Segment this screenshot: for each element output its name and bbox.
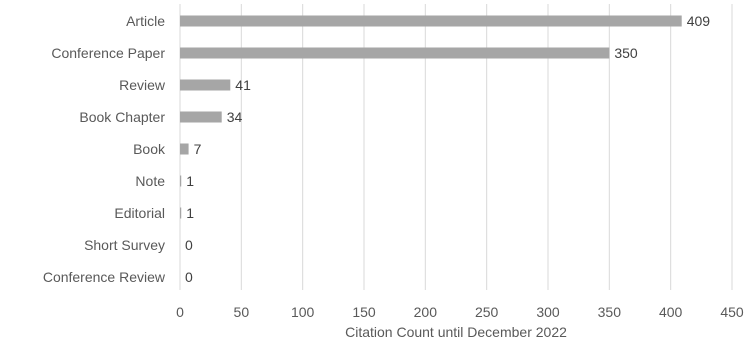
category-label: Note <box>135 173 165 189</box>
category-label: Article <box>126 13 165 29</box>
bar <box>180 143 189 155</box>
x-tick-label: 100 <box>291 304 315 320</box>
gridlines <box>179 4 733 290</box>
category-label: Book Chapter <box>79 109 165 125</box>
x-tick-label: 50 <box>234 304 250 320</box>
bar <box>180 111 222 123</box>
x-axis-title: Citation Count until December 2022 <box>345 324 567 340</box>
category-label: Conference Paper <box>51 45 165 61</box>
category-label: Review <box>119 77 166 93</box>
x-tick-label: 400 <box>659 304 683 320</box>
x-tick-label: 350 <box>598 304 622 320</box>
bars <box>180 15 682 219</box>
data-label: 41 <box>235 77 251 93</box>
x-tick-label: 450 <box>720 304 744 320</box>
x-tick-label: 150 <box>352 304 376 320</box>
x-tick-label: 200 <box>414 304 438 320</box>
data-label: 1 <box>186 173 194 189</box>
bar <box>180 15 682 27</box>
data-label: 409 <box>687 13 711 29</box>
x-tick-label: 0 <box>176 304 184 320</box>
x-tick-label: 250 <box>475 304 499 320</box>
category-labels: Article Conference Paper Review Book Chapte… <box>43 13 166 285</box>
category-label: Conference Review <box>43 269 166 285</box>
data-label: 0 <box>185 269 193 285</box>
x-tick-label: 300 <box>536 304 560 320</box>
bar <box>180 207 182 219</box>
category-label: Short Survey <box>84 237 165 253</box>
category-label: Book <box>133 141 166 157</box>
bar <box>180 47 610 59</box>
data-label: 34 <box>227 109 243 125</box>
data-label: 0 <box>185 237 193 253</box>
category-label: Editorial <box>114 205 165 221</box>
data-label: 350 <box>614 45 638 61</box>
x-tick-labels: 0 50 100 150 200 250 300 350 400 450 <box>176 304 744 320</box>
bar <box>180 79 231 91</box>
data-label: 7 <box>194 141 202 157</box>
bar <box>180 175 182 187</box>
data-label: 1 <box>186 205 194 221</box>
